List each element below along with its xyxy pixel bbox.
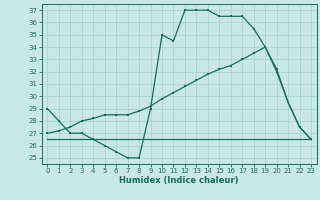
- X-axis label: Humidex (Indice chaleur): Humidex (Indice chaleur): [119, 176, 239, 185]
